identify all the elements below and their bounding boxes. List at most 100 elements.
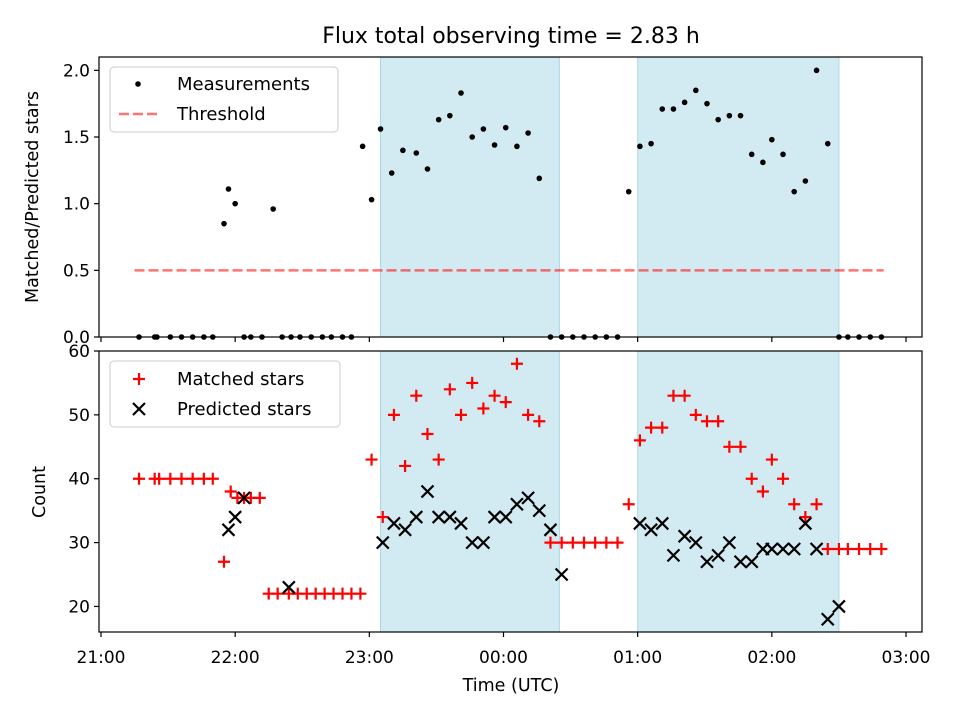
top-shaded-regions <box>380 56 840 338</box>
bottom-legend: Matched stars Predicted stars <box>109 360 341 428</box>
matched-star-point <box>622 498 635 511</box>
predicted-star-point <box>744 554 759 569</box>
x-tick-label: 02:00 <box>747 648 796 668</box>
matched-star-point <box>387 408 400 421</box>
y-tick-label: 2.0 <box>63 61 90 81</box>
measurement-point <box>802 178 809 184</box>
predicted-star-point <box>282 580 296 595</box>
predicted-star-point <box>666 548 681 563</box>
measurement-point <box>480 126 487 132</box>
top-plot-frame <box>98 56 923 338</box>
predicted-star-point <box>787 542 801 556</box>
matched-star-point <box>432 453 445 466</box>
matched-star-point <box>466 376 479 389</box>
matched-star-point <box>656 421 669 434</box>
legend-predicted-stars: Predicted stars <box>177 399 311 420</box>
measurement-point <box>514 143 520 150</box>
predicted-star-point <box>820 612 835 627</box>
matched-star-point <box>777 472 790 485</box>
measurements-legend-marker <box>135 81 141 87</box>
matched-star-point <box>488 389 501 402</box>
measurement-point <box>469 134 475 140</box>
predicted-star-point <box>398 523 412 537</box>
matched-star-point <box>443 383 456 396</box>
measurement-point <box>737 112 744 119</box>
predicted-star-point <box>722 535 737 550</box>
matched-star-point <box>421 428 434 441</box>
measurement-point <box>648 140 654 147</box>
measurement-point <box>388 170 395 176</box>
matched-star-point <box>841 542 854 555</box>
measurement-point <box>681 99 688 106</box>
matched-star-point <box>164 472 177 485</box>
legend-measurements: Measurements <box>177 74 310 95</box>
matched-star-point <box>217 555 230 568</box>
measurement-point <box>435 116 442 123</box>
predicted-star-point <box>832 599 846 614</box>
x-tick-label: 21:00 <box>77 648 126 668</box>
measurement-point <box>413 150 420 156</box>
matched-legend-marker <box>133 373 145 385</box>
shaded-region-1 <box>380 350 560 633</box>
predicted-star-point <box>420 484 435 499</box>
predicted-star-point <box>776 542 790 556</box>
predicted-star-point <box>700 554 714 569</box>
matched-star-point <box>555 536 568 549</box>
predicted-star-point <box>809 542 824 556</box>
x-tick-label: 01:00 <box>613 648 662 668</box>
predicted-star-point <box>633 516 647 531</box>
top-x-ticks <box>100 337 907 342</box>
measurement-point <box>536 175 543 182</box>
measurement-point <box>447 112 453 119</box>
matched-star-point <box>206 472 219 485</box>
matched-star-point <box>745 472 758 485</box>
top-panel: 0.00.51.01.52.0 Matched/Predicted stars … <box>23 56 923 348</box>
predicted-star-point <box>454 516 468 531</box>
measurement-point <box>368 196 375 203</box>
y-tick-label: 0.0 <box>63 328 90 348</box>
predicted-star-point <box>228 510 242 524</box>
bottom-legend-box <box>109 360 341 428</box>
matched-star-point <box>589 536 602 549</box>
predicted-star-point <box>498 510 513 524</box>
matched-star-point <box>399 459 412 472</box>
predicted-star-point <box>487 510 502 524</box>
matched-star-point <box>700 415 713 428</box>
top-legend: Measurements Threshold <box>109 66 339 133</box>
bottom-plot-frame <box>98 350 923 633</box>
matched-star-point <box>410 389 423 402</box>
matched-star-point <box>788 498 801 511</box>
matched-star-point <box>253 491 266 504</box>
predicted-star-point <box>655 516 670 531</box>
matched-star-point <box>578 536 590 549</box>
predicted-star-point <box>521 491 535 505</box>
matched-star-point <box>376 511 389 524</box>
y-tick-label: 50 <box>68 406 90 426</box>
predicted-star-point <box>644 523 658 537</box>
predicted-stars-points <box>221 484 846 627</box>
matched-star-point <box>689 408 702 421</box>
measurement-point <box>813 67 820 74</box>
legend-threshold: Threshold <box>176 104 266 125</box>
measurement-point <box>625 188 632 195</box>
y-tick-label: 60 <box>68 342 90 362</box>
predicted-star-point <box>677 529 692 543</box>
measurement-point <box>704 100 710 107</box>
predicted-star-point <box>237 491 251 505</box>
bottom-y-axis-label: Count <box>30 466 50 518</box>
shaded-region-1 <box>380 56 560 338</box>
measurement-point <box>221 220 227 227</box>
matched-star-point <box>499 396 512 409</box>
measurement-point <box>502 124 509 131</box>
predicted-legend-marker <box>132 402 146 416</box>
measurement-point <box>769 136 775 143</box>
predicted-star-point <box>375 535 390 550</box>
matched-star-point <box>477 402 490 415</box>
matched-star-point <box>821 542 834 555</box>
top-y-ticks: 0.0 0.5 1.0 1.5 2.0 <box>63 61 99 348</box>
y-tick-label: 1.0 <box>63 195 90 215</box>
x-tick-label: 00:00 <box>479 648 528 668</box>
matched-star-point <box>645 421 658 434</box>
measurement-point <box>637 143 643 150</box>
